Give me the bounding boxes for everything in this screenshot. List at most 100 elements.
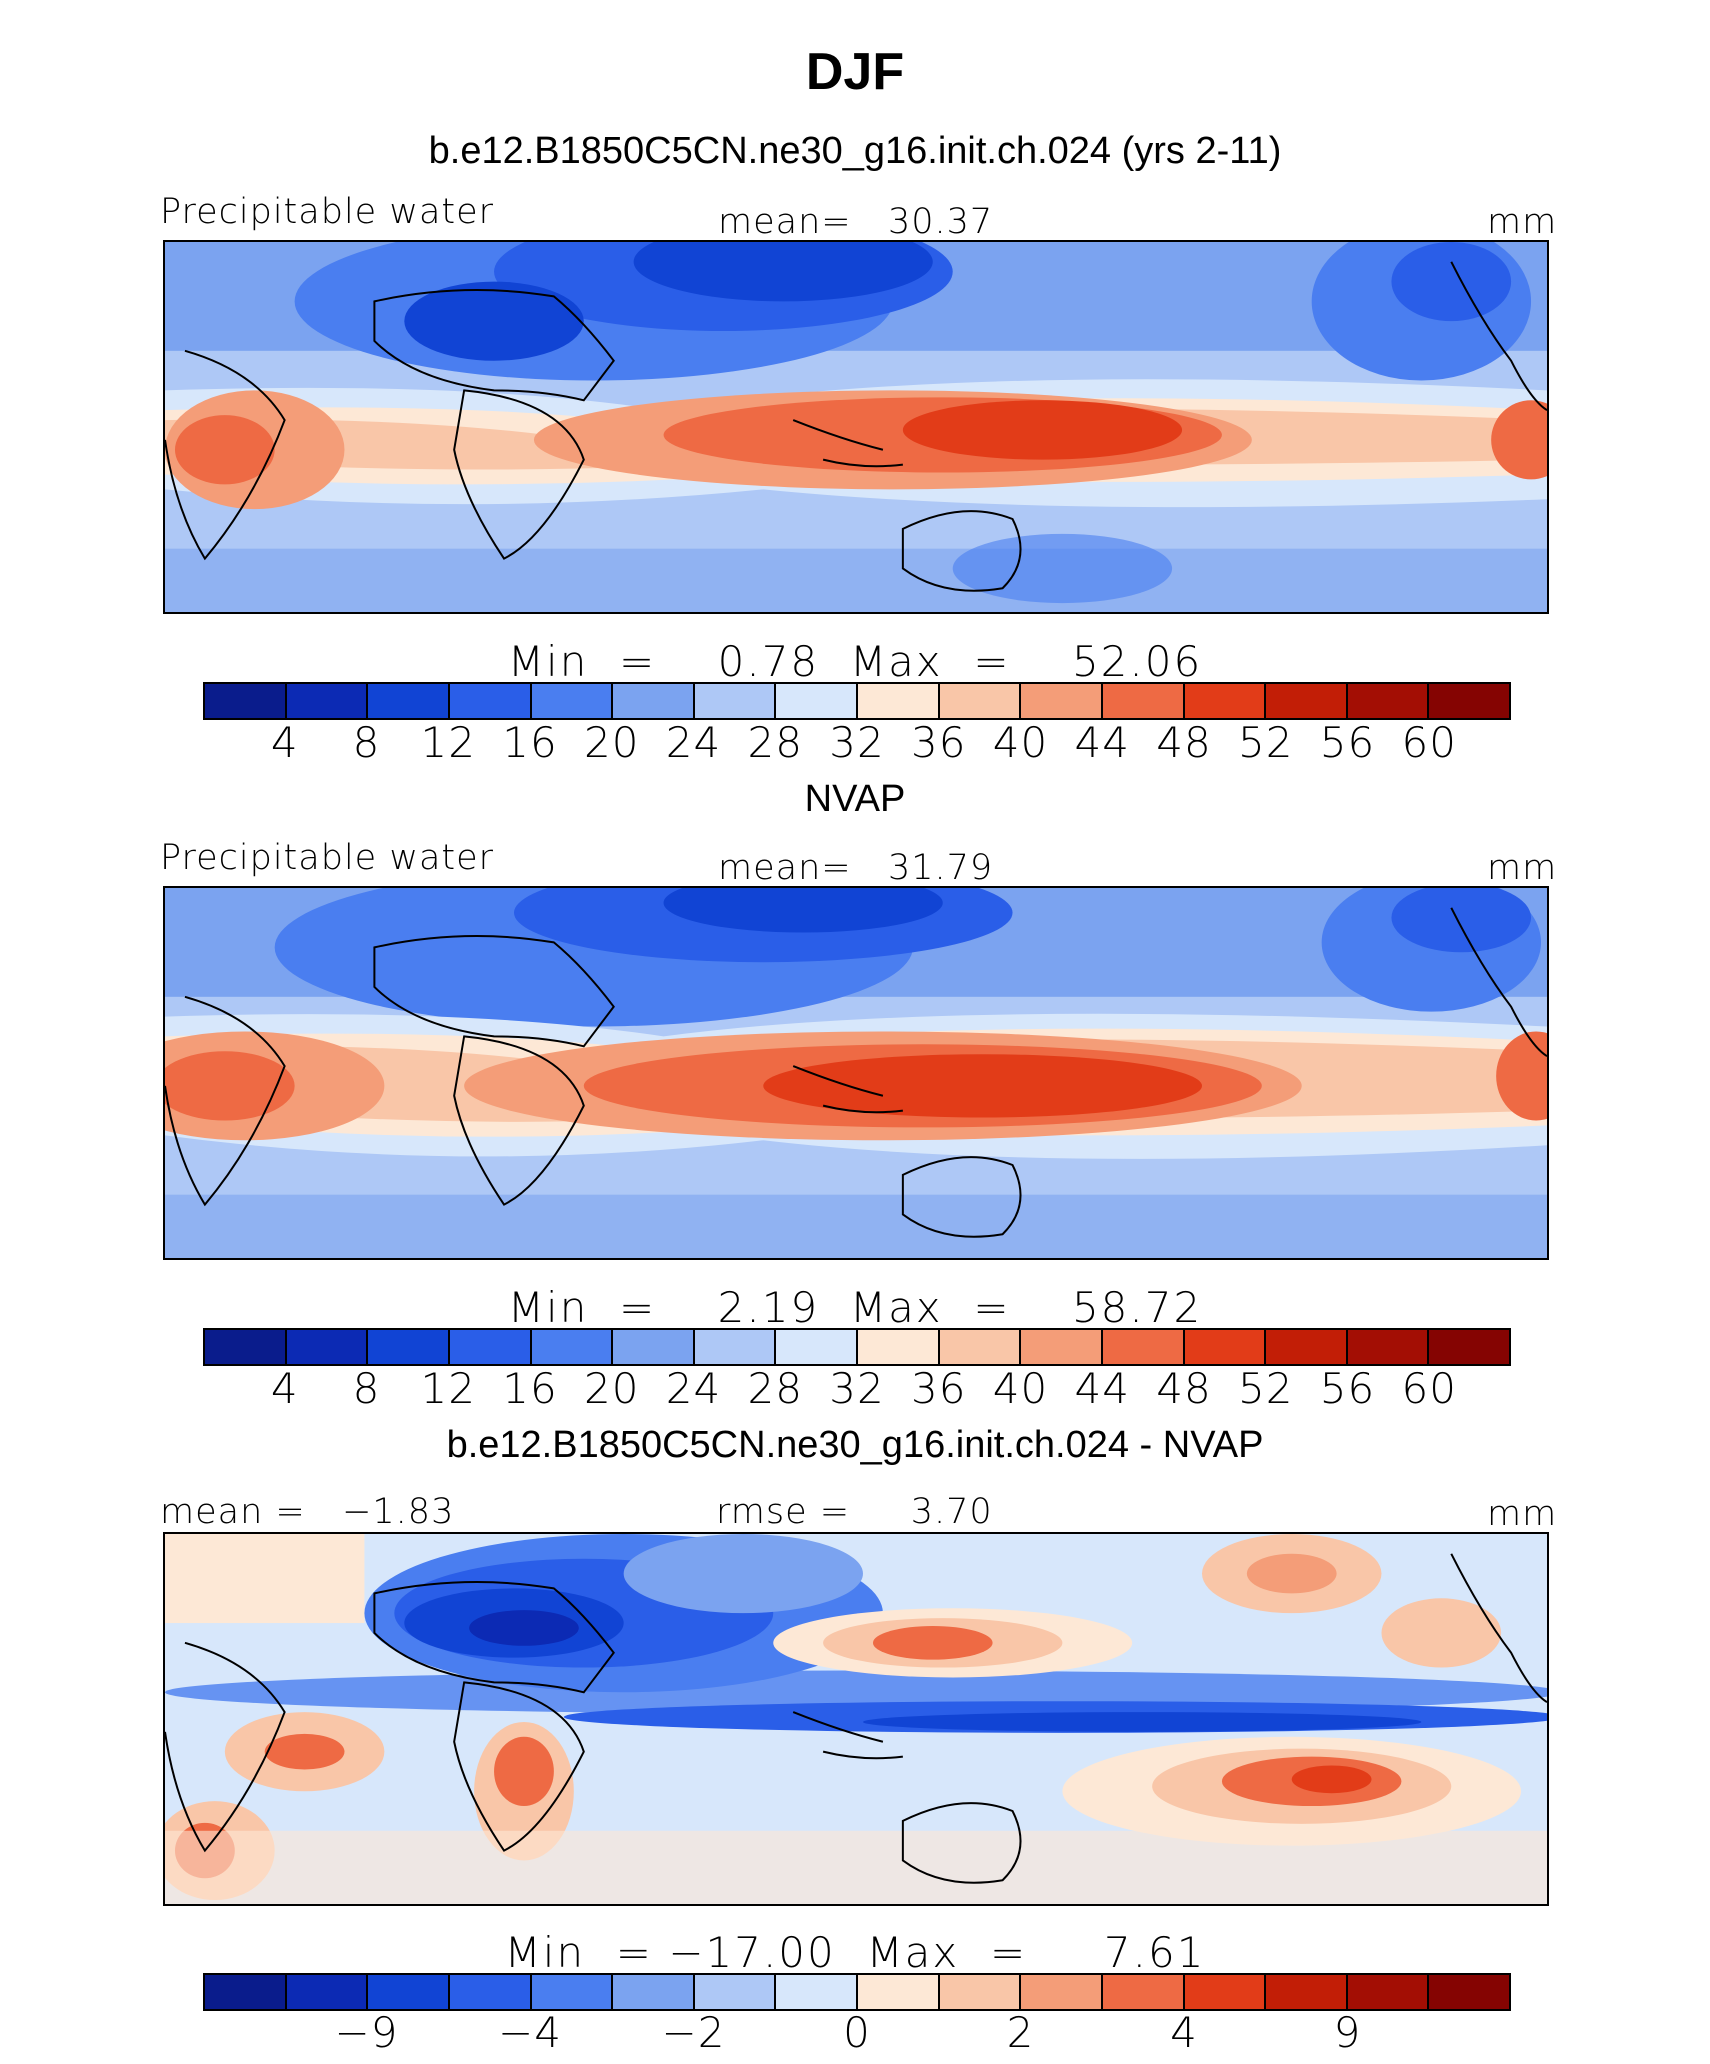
panel-1-mean-label: mean= 30.37: [718, 202, 994, 242]
colorbar-tick-label: 48: [1156, 718, 1212, 767]
colorbar-tick-label: 4: [270, 1364, 299, 1413]
colorbar-swatch: [1347, 684, 1430, 718]
panel-1-min-max: Min = 0.78 Max = 52.06: [507, 637, 1203, 686]
panel-1-title: b.e12.B1850C5CN.ne30_g16.init.ch.024 (yr…: [428, 130, 1282, 172]
colorbar-tick-label: 40: [992, 718, 1049, 767]
colorbar-swatch: [1102, 1975, 1185, 2009]
panel-2-contour-plot: [165, 888, 1547, 1258]
panel-3-title: b.e12.B1850C5CN.ne30_g16.init.ch.024 - N…: [446, 1424, 1264, 1466]
panel-1-units-label: mm: [1487, 202, 1558, 242]
colorbar-tick-label: 56: [1319, 718, 1376, 767]
colorbar-tick-label: 28: [747, 718, 803, 767]
colorbar-swatch: [776, 1330, 858, 1364]
panel-2-variable-label: Precipitable water: [160, 838, 495, 878]
colorbar-swatch: [1021, 1975, 1103, 2009]
colorbar-tick-label: 52: [1238, 718, 1294, 767]
colorbar-swatch: [286, 1975, 369, 2009]
panel-1-colorbar-ticks: 4 8 12 16 20 24 28 32 36 40 44 48 52 56 60: [0, 718, 1710, 768]
colorbar-tick-label: 12: [420, 718, 476, 767]
panel-3-mean-label: mean = −1.83: [160, 1492, 455, 1532]
colorbar-swatch: [1429, 1330, 1509, 1364]
colorbar-tick-label: 60: [1401, 718, 1457, 767]
colorbar-tick-label: 20: [584, 1364, 640, 1413]
colorbar-tick-label: 44: [1074, 718, 1130, 767]
colorbar-swatch: [368, 1330, 450, 1364]
colorbar-swatch: [613, 684, 695, 718]
colorbar-swatch: [1429, 1975, 1509, 2009]
colorbar-tick-label: 36: [911, 718, 967, 767]
colorbar-tick-label: −4: [498, 2008, 562, 2057]
panel-1-map: [163, 240, 1549, 614]
colorbar-swatch: [1021, 1330, 1103, 1364]
colorbar-swatch: [1184, 684, 1267, 718]
colorbar-swatch: [858, 684, 940, 718]
colorbar-tick-label: 24: [665, 1364, 722, 1413]
colorbar-swatch: [286, 684, 369, 718]
colorbar-swatch: [694, 1330, 777, 1364]
colorbar-swatch: [776, 1975, 858, 2009]
colorbar-tick-label: 60: [1401, 1364, 1457, 1413]
colorbar-tick-label: 20: [584, 718, 640, 767]
colorbar-swatch: [368, 1975, 450, 2009]
colorbar-swatch: [858, 1975, 940, 2009]
panel-3-colorbar: [203, 1973, 1511, 2011]
colorbar-swatch: [1102, 684, 1185, 718]
panel-3-map: [163, 1532, 1549, 1906]
figure-title: DJF: [805, 43, 905, 101]
colorbar-swatch: [1266, 1330, 1348, 1364]
panel-3-rmse-label: rmse = 3.70: [716, 1492, 993, 1532]
colorbar-tick-label: 56: [1319, 1364, 1376, 1413]
colorbar-swatch: [1347, 1975, 1430, 2009]
colorbar-swatch: [449, 684, 532, 718]
colorbar-tick-label: 36: [911, 1364, 967, 1413]
colorbar-swatch: [939, 684, 1022, 718]
colorbar-swatch: [939, 1975, 1022, 2009]
colorbar-swatch: [1266, 1975, 1348, 2009]
colorbar-tick-label: 16: [502, 1364, 558, 1413]
colorbar-tick-label: 52: [1238, 1364, 1294, 1413]
colorbar-swatch: [858, 1330, 940, 1364]
colorbar-tick-label: 8: [352, 718, 381, 767]
colorbar-swatch: [1184, 1975, 1267, 2009]
colorbar-swatch: [694, 684, 777, 718]
colorbar-tick-label: 4: [1170, 2008, 1198, 2057]
colorbar-tick-label: −2: [661, 2008, 726, 2057]
panel-1-colorbar: [203, 682, 1511, 720]
panel-2-colorbar-ticks: 4 8 12 16 20 24 28 32 36 40 44 48 52 56 60: [0, 1364, 1710, 1414]
colorbar-swatch: [531, 684, 614, 718]
colorbar-tick-label: 2: [1006, 2008, 1035, 2057]
colorbar-swatch: [368, 684, 450, 718]
colorbar-swatch: [1266, 684, 1348, 718]
colorbar-swatch: [1347, 1330, 1430, 1364]
colorbar-swatch: [449, 1330, 532, 1364]
colorbar-tick-label: 32: [829, 718, 885, 767]
colorbar-swatch: [205, 1975, 287, 2009]
panel-1-variable-label: Precipitable water: [160, 192, 495, 232]
colorbar-swatch: [286, 1330, 369, 1364]
panel-1-contour-plot: [165, 242, 1547, 612]
colorbar-swatch: [613, 1330, 695, 1364]
panel-2-mean-label: mean= 31.79: [718, 848, 994, 888]
colorbar-tick-label: 9: [1333, 2008, 1362, 2057]
panel-3-contour-plot: [165, 1534, 1547, 1904]
colorbar-tick-label: 12: [420, 1364, 476, 1413]
panel-2-min-max: Min = 2.19 Max = 58.72: [507, 1283, 1203, 1332]
panel-3-colorbar-ticks: −9 −4 −2 0 2 4 9: [0, 2008, 1710, 2058]
colorbar-swatch: [613, 1975, 695, 2009]
colorbar-tick-label: 28: [747, 1364, 803, 1413]
colorbar-tick-label: −9: [334, 2008, 399, 2057]
panel-2-units-label: mm: [1487, 848, 1558, 888]
colorbar-swatch: [449, 1975, 532, 2009]
colorbar-swatch: [531, 1330, 614, 1364]
panel-3-units-label: mm: [1487, 1494, 1558, 1534]
colorbar-tick-label: 4: [270, 718, 299, 767]
panel-2-map: [163, 886, 1549, 1260]
panel-3-min-max: Min = −17.00 Max = 7.61: [504, 1928, 1206, 1977]
colorbar-swatch: [694, 1975, 777, 2009]
colorbar-tick-label: 24: [665, 718, 722, 767]
colorbar-tick-label: 40: [992, 1364, 1049, 1413]
colorbar-swatch: [205, 684, 287, 718]
colorbar-swatch: [531, 1975, 614, 2009]
colorbar-tick-label: 16: [502, 718, 558, 767]
colorbar-swatch: [1184, 1330, 1267, 1364]
